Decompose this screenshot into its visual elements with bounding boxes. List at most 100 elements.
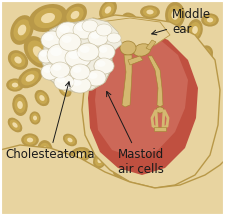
Ellipse shape — [165, 2, 185, 28]
Ellipse shape — [201, 13, 219, 27]
Ellipse shape — [50, 47, 62, 56]
Ellipse shape — [68, 77, 92, 93]
Ellipse shape — [68, 51, 80, 59]
Ellipse shape — [180, 45, 191, 55]
Ellipse shape — [65, 135, 75, 145]
Ellipse shape — [146, 10, 154, 14]
Ellipse shape — [39, 143, 51, 157]
Ellipse shape — [204, 15, 216, 25]
Ellipse shape — [8, 50, 28, 70]
Ellipse shape — [199, 48, 211, 62]
Ellipse shape — [72, 149, 88, 161]
Ellipse shape — [138, 151, 142, 159]
Ellipse shape — [63, 4, 87, 26]
Ellipse shape — [93, 151, 107, 168]
Ellipse shape — [76, 43, 99, 61]
Ellipse shape — [69, 77, 91, 93]
Ellipse shape — [12, 122, 18, 128]
Polygon shape — [82, 15, 220, 188]
Ellipse shape — [96, 24, 112, 36]
Polygon shape — [42, 22, 112, 92]
Ellipse shape — [197, 45, 213, 65]
Ellipse shape — [46, 43, 74, 67]
Ellipse shape — [173, 89, 187, 101]
Ellipse shape — [166, 110, 178, 120]
Ellipse shape — [46, 64, 64, 81]
Ellipse shape — [164, 65, 176, 75]
Ellipse shape — [11, 53, 25, 67]
Ellipse shape — [163, 108, 181, 122]
Ellipse shape — [206, 87, 210, 93]
Ellipse shape — [44, 34, 54, 41]
Ellipse shape — [76, 24, 86, 31]
Ellipse shape — [56, 22, 80, 42]
Ellipse shape — [56, 160, 64, 170]
Ellipse shape — [188, 71, 196, 79]
Ellipse shape — [18, 25, 26, 35]
Ellipse shape — [193, 106, 207, 118]
Ellipse shape — [86, 70, 106, 86]
Ellipse shape — [40, 64, 59, 80]
Ellipse shape — [14, 19, 31, 41]
Ellipse shape — [28, 40, 48, 64]
Ellipse shape — [70, 64, 90, 80]
Ellipse shape — [63, 134, 77, 146]
Ellipse shape — [12, 83, 18, 87]
Ellipse shape — [95, 154, 105, 166]
Ellipse shape — [170, 36, 200, 64]
Ellipse shape — [72, 79, 82, 86]
Ellipse shape — [176, 92, 184, 98]
Ellipse shape — [196, 109, 204, 115]
Polygon shape — [148, 56, 163, 107]
Ellipse shape — [54, 74, 74, 90]
Ellipse shape — [17, 101, 23, 109]
Polygon shape — [78, 18, 122, 50]
Ellipse shape — [63, 87, 67, 92]
Ellipse shape — [180, 64, 204, 86]
Ellipse shape — [52, 69, 58, 75]
Ellipse shape — [169, 113, 175, 118]
Ellipse shape — [35, 90, 50, 106]
Ellipse shape — [124, 15, 136, 25]
Ellipse shape — [65, 48, 91, 68]
Polygon shape — [88, 28, 198, 175]
Ellipse shape — [39, 95, 45, 101]
Ellipse shape — [9, 80, 21, 90]
Ellipse shape — [140, 5, 160, 19]
Ellipse shape — [6, 78, 24, 92]
Ellipse shape — [56, 42, 64, 48]
Ellipse shape — [62, 36, 72, 43]
Ellipse shape — [99, 0, 117, 20]
Ellipse shape — [133, 145, 147, 165]
Text: Middle
ear: Middle ear — [152, 8, 211, 36]
Ellipse shape — [50, 62, 70, 78]
Ellipse shape — [58, 33, 81, 51]
Ellipse shape — [21, 133, 39, 147]
Ellipse shape — [97, 157, 103, 163]
Ellipse shape — [89, 18, 101, 32]
Polygon shape — [128, 56, 143, 65]
Ellipse shape — [41, 13, 55, 23]
Ellipse shape — [204, 85, 212, 95]
Ellipse shape — [156, 107, 164, 113]
Ellipse shape — [90, 32, 99, 39]
Ellipse shape — [171, 10, 179, 20]
Polygon shape — [0, 145, 225, 216]
Ellipse shape — [69, 147, 91, 163]
Ellipse shape — [80, 46, 90, 53]
Ellipse shape — [105, 6, 111, 14]
Ellipse shape — [161, 64, 179, 77]
Ellipse shape — [189, 22, 201, 38]
Ellipse shape — [70, 64, 90, 80]
Ellipse shape — [14, 97, 26, 113]
Ellipse shape — [133, 44, 151, 56]
Ellipse shape — [86, 70, 106, 86]
Ellipse shape — [207, 17, 213, 22]
Ellipse shape — [107, 33, 121, 43]
Ellipse shape — [47, 44, 73, 66]
Polygon shape — [154, 127, 166, 131]
Ellipse shape — [174, 40, 196, 60]
Ellipse shape — [112, 157, 128, 179]
Ellipse shape — [202, 83, 214, 97]
Ellipse shape — [18, 68, 42, 88]
